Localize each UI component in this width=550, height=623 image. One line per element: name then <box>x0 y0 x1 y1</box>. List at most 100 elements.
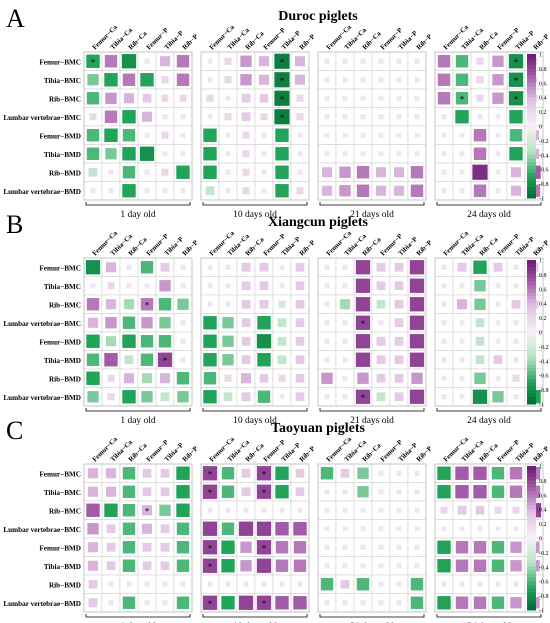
heatmap-cell <box>474 280 486 292</box>
row-label: Lumbar vertebrae−BMC <box>3 526 81 534</box>
heatmap-cell <box>437 540 451 554</box>
heatmap-cell <box>86 334 100 348</box>
legend-swatch <box>527 111 536 116</box>
heatmap-cell <box>126 264 132 270</box>
heatmap-cell <box>144 581 150 587</box>
heatmap-cell <box>378 544 384 550</box>
significance-star: * <box>262 543 267 553</box>
heatmap-cell <box>441 169 447 175</box>
heatmap-cell <box>141 373 153 384</box>
heatmap-cell <box>142 487 152 497</box>
group-bracket <box>85 614 191 618</box>
group-label: 24 days old <box>467 416 511 426</box>
heatmap-cell <box>259 93 269 103</box>
heatmap-cell <box>180 338 186 344</box>
legend-swatch <box>527 393 536 398</box>
heatmap-cell <box>179 94 187 102</box>
heatmap-cell <box>472 164 488 180</box>
heatmap-cell <box>396 58 402 64</box>
heatmap-cell <box>278 300 286 308</box>
panel-title: Duroc piglets <box>278 9 358 24</box>
heatmap-cell <box>378 581 384 587</box>
legend-tick-label: -0.6 <box>539 168 549 174</box>
heatmap-cell <box>324 283 330 289</box>
heatmap-cell <box>176 165 190 179</box>
heatmap-cell <box>122 334 136 348</box>
group-frame <box>317 463 427 613</box>
heatmap-cell <box>472 389 488 404</box>
heatmap-cell <box>457 505 467 515</box>
heatmap-cell <box>160 542 170 552</box>
legend-swatch <box>527 386 536 391</box>
legend-tick-label: 0.4 <box>539 96 547 102</box>
heatmap-cell <box>492 391 504 403</box>
heatmap-cell <box>144 169 150 175</box>
group-bracket <box>202 408 308 412</box>
heatmap-cell <box>475 505 485 515</box>
heatmap-cell <box>495 151 501 157</box>
group-frame <box>83 463 193 613</box>
heatmap-cell <box>495 338 501 344</box>
heatmap-cell <box>297 581 303 587</box>
group-frame <box>317 257 427 407</box>
heatmap-cell <box>225 283 231 289</box>
heatmap-cell <box>340 579 350 589</box>
heatmap-cell <box>513 283 519 289</box>
heatmap-cell <box>473 485 487 499</box>
significance-star: * <box>145 506 150 516</box>
heatmap-cell <box>510 541 522 553</box>
legend-swatch <box>527 314 536 319</box>
heatmap-cell <box>495 283 501 289</box>
heatmap-cell <box>221 596 235 610</box>
heatmap-cell <box>375 167 387 178</box>
heatmap-cell <box>441 375 447 381</box>
heatmap-cell <box>225 507 231 513</box>
heatmap-cell <box>180 114 186 120</box>
heatmap-cell <box>342 77 348 83</box>
heatmap-cell <box>357 467 369 479</box>
heatmap-cell <box>104 128 118 142</box>
heatmap-cell <box>414 526 420 532</box>
legend-swatch <box>527 93 536 98</box>
heatmap-cell <box>222 335 234 347</box>
heatmap-cell <box>90 188 96 194</box>
heatmap-cell <box>144 188 150 194</box>
heatmap-cell <box>256 521 272 536</box>
legend-swatch <box>527 487 536 492</box>
heatmap-cell <box>509 129 523 142</box>
legend-swatch <box>527 172 536 177</box>
heatmap-cell <box>121 54 137 69</box>
heatmap-cell <box>176 73 190 86</box>
heatmap-cell <box>278 374 286 382</box>
heatmap-cell <box>360 600 366 606</box>
heatmap-cell <box>207 581 213 587</box>
heatmap-cell <box>122 467 136 480</box>
heatmap-cell <box>159 504 171 516</box>
heatmap-cell <box>409 260 425 275</box>
heatmap-cell <box>378 95 384 101</box>
legend-swatch <box>527 516 536 521</box>
heatmap-cell <box>342 544 348 550</box>
heatmap-cell <box>409 389 425 404</box>
heatmap-cell <box>477 581 483 587</box>
heatmap-cell <box>476 57 484 65</box>
heatmap-cell <box>242 150 250 158</box>
legend-swatch <box>527 140 536 145</box>
heatmap-cell <box>375 185 387 196</box>
legend-tick-label: 0.8 <box>539 479 547 485</box>
heatmap-cell <box>396 544 402 550</box>
row-label: Femur−BMD <box>39 132 81 140</box>
heatmap-cell <box>106 542 116 552</box>
heatmap-cell <box>324 151 330 157</box>
heatmap-cell <box>437 92 451 105</box>
heatmap-cell <box>409 334 425 349</box>
significance-star: * <box>208 469 213 479</box>
heatmap-cell <box>294 74 306 85</box>
column-label: Rib−P <box>415 239 433 257</box>
legend-tick-label: -1 <box>539 197 544 203</box>
row-label: Rib−BMD <box>49 169 81 177</box>
heatmap-cell <box>87 74 99 86</box>
heatmap-cell <box>88 167 98 177</box>
heatmap-cell <box>494 506 502 514</box>
